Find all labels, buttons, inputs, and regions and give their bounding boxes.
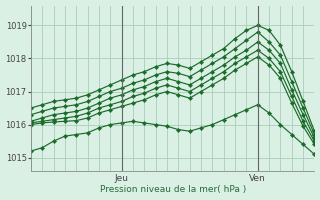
X-axis label: Pression niveau de la mer( hPa ): Pression niveau de la mer( hPa ) xyxy=(100,185,246,194)
